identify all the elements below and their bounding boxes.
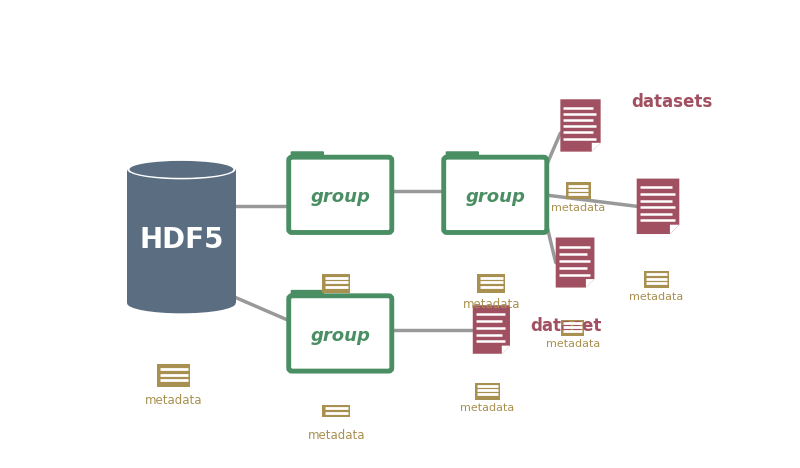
Text: dataset: dataset — [530, 317, 602, 335]
Polygon shape — [586, 279, 594, 287]
Bar — [478, 274, 506, 293]
FancyBboxPatch shape — [290, 290, 324, 305]
FancyBboxPatch shape — [444, 157, 546, 233]
Text: group: group — [466, 188, 525, 206]
Text: HDF5: HDF5 — [139, 226, 224, 254]
Text: metadata: metadata — [630, 292, 683, 302]
Ellipse shape — [130, 161, 234, 178]
Bar — [158, 364, 190, 387]
Bar — [322, 404, 350, 424]
FancyBboxPatch shape — [446, 151, 479, 167]
Text: metadata: metadata — [462, 298, 520, 311]
Text: group: group — [310, 188, 370, 206]
Polygon shape — [637, 179, 679, 234]
Bar — [566, 183, 590, 199]
FancyBboxPatch shape — [289, 296, 392, 371]
Bar — [322, 274, 350, 293]
Text: group: group — [310, 327, 370, 344]
Polygon shape — [556, 237, 594, 287]
Text: metadata: metadata — [308, 298, 365, 311]
FancyBboxPatch shape — [290, 151, 324, 167]
Bar — [644, 271, 669, 288]
Polygon shape — [670, 225, 679, 234]
Text: metadata: metadata — [145, 394, 202, 407]
Polygon shape — [502, 346, 510, 354]
Polygon shape — [473, 305, 510, 354]
Text: metadata: metadata — [460, 403, 514, 413]
Text: metadata: metadata — [551, 203, 606, 213]
Bar — [127, 169, 236, 303]
Text: metadata: metadata — [546, 339, 600, 349]
Ellipse shape — [127, 293, 236, 314]
Polygon shape — [560, 99, 601, 152]
Text: metadata: metadata — [308, 429, 365, 442]
Bar — [561, 320, 584, 336]
Polygon shape — [592, 143, 601, 152]
Bar — [475, 383, 500, 400]
Text: datasets: datasets — [631, 93, 712, 111]
FancyBboxPatch shape — [289, 157, 392, 233]
Ellipse shape — [127, 159, 236, 179]
